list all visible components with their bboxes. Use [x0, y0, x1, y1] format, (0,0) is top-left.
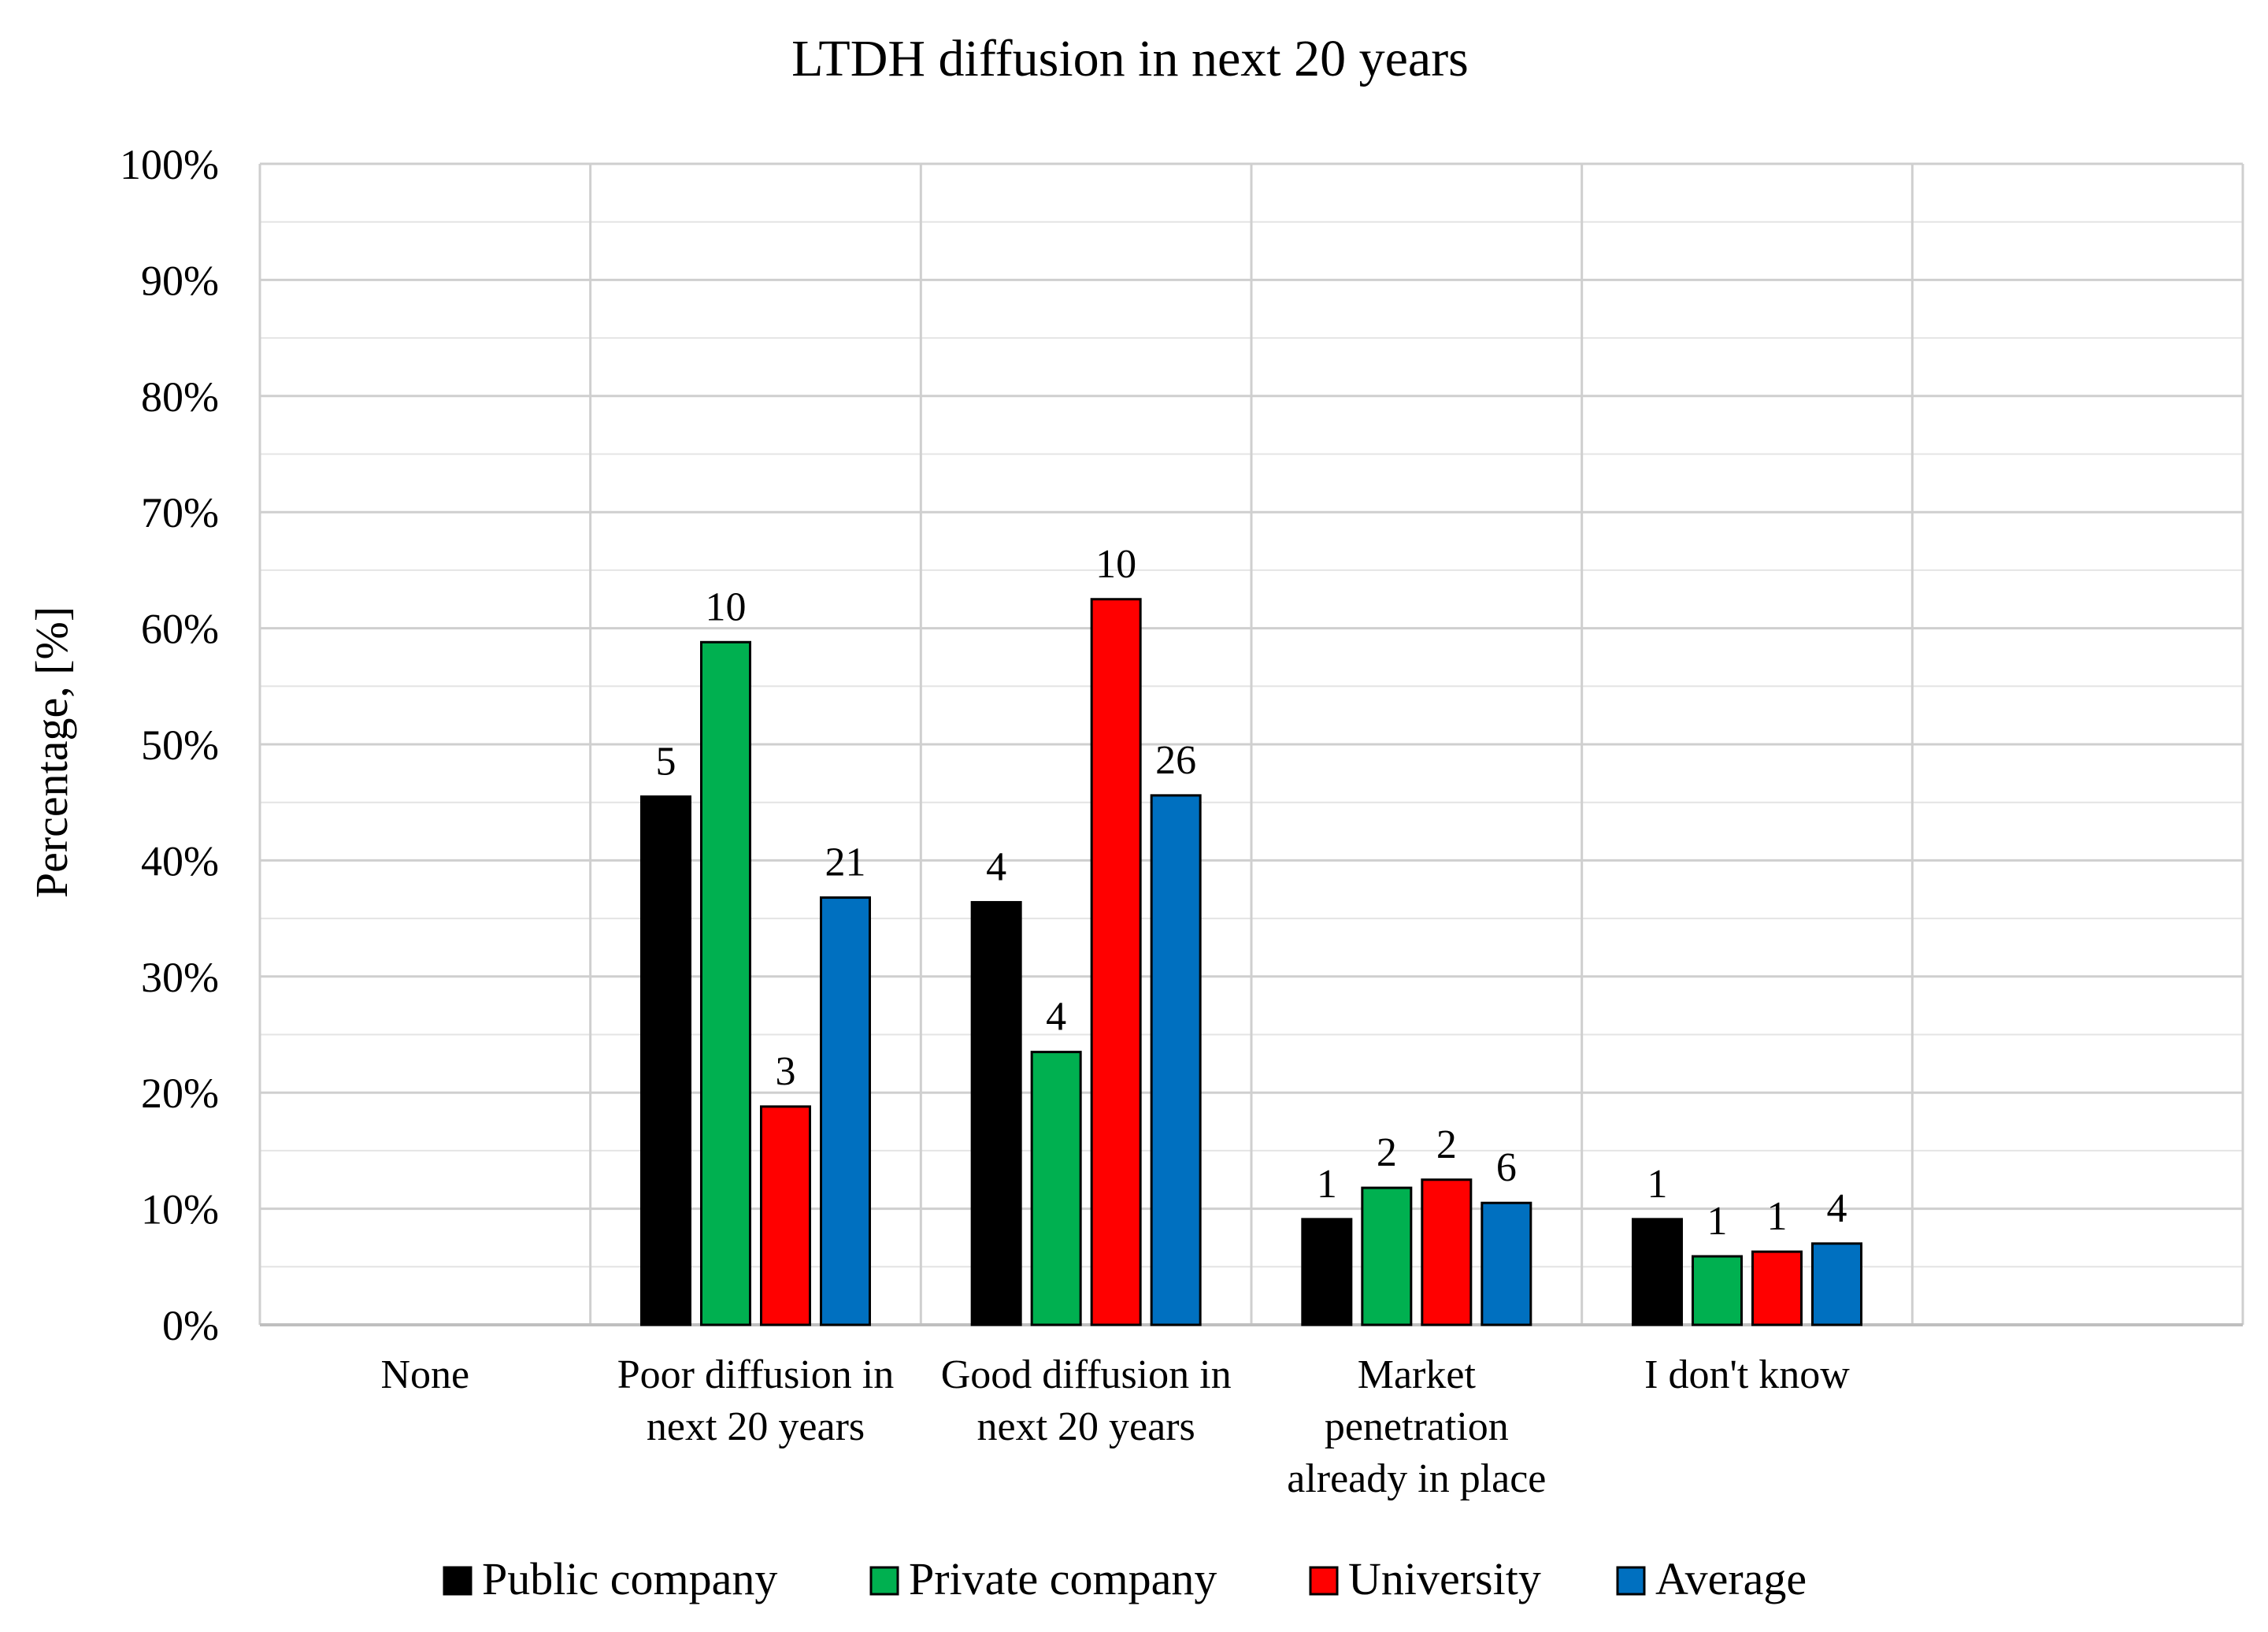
bar: [1632, 1218, 1683, 1326]
chart-title: LTDH diffusion in next 20 years: [791, 30, 1469, 87]
x-tick-label: None: [381, 1352, 470, 1397]
data-label: 4: [1827, 1186, 1847, 1231]
bar: [820, 896, 871, 1326]
legend-swatch: [1309, 1566, 1339, 1596]
bar: [1692, 1255, 1743, 1326]
x-tick-label: Market: [1358, 1352, 1477, 1397]
x-tick-label: penetration: [1325, 1404, 1509, 1449]
bar: [1150, 794, 1202, 1326]
bar: [640, 795, 691, 1326]
data-label: 1: [1707, 1199, 1728, 1244]
bar: [1480, 1201, 1532, 1326]
y-tick-label: 80%: [141, 373, 219, 421]
bar: [1301, 1218, 1353, 1326]
legend-label: Private company: [909, 1553, 1217, 1604]
y-tick-label: 20%: [141, 1070, 219, 1117]
legend-swatch: [443, 1566, 472, 1596]
legend-label: Public company: [482, 1553, 777, 1604]
y-tick-label: 70%: [141, 489, 219, 536]
bar: [1030, 1051, 1082, 1326]
bar: [1421, 1178, 1473, 1326]
data-label: 3: [776, 1049, 796, 1094]
bar: [970, 900, 1022, 1326]
bar: [700, 640, 751, 1326]
y-tick-label: 0%: [162, 1302, 219, 1349]
data-label: 10: [1095, 542, 1136, 587]
bar: [1811, 1242, 1862, 1326]
x-tick-label: I don't know: [1644, 1352, 1850, 1397]
x-tick-label: Poor diffusion in: [617, 1352, 895, 1397]
data-label: 4: [986, 844, 1006, 889]
y-tick-label: 100%: [120, 141, 219, 188]
bar: [1751, 1250, 1803, 1326]
bar: [1090, 598, 1142, 1326]
data-label: 4: [1046, 995, 1066, 1040]
data-label: 5: [656, 739, 676, 784]
y-axis-label: Percentage, [%]: [26, 606, 77, 898]
legend-label: University: [1348, 1553, 1541, 1604]
x-tick-label: next 20 years: [977, 1404, 1195, 1449]
x-tick-label: already in place: [1287, 1456, 1546, 1501]
data-label: 6: [1496, 1145, 1517, 1190]
y-tick-label: 40%: [141, 837, 219, 885]
text-layer: LTDH diffusion in next 20 years 0% 10% 20% 3…: [26, 30, 1850, 1501]
x-tick-label: next 20 years: [647, 1404, 865, 1449]
legend-label: Average: [1655, 1553, 1807, 1604]
y-tick-label: 90%: [141, 257, 219, 304]
data-label: 10: [706, 584, 747, 629]
y-tick-label: 10%: [141, 1186, 219, 1233]
legend: Public company Private company University A…: [443, 1553, 1807, 1604]
y-tick-label: 60%: [141, 606, 219, 653]
data-label: 1: [1647, 1162, 1668, 1207]
bar: [1361, 1186, 1413, 1326]
data-label: 1: [1767, 1194, 1788, 1239]
data-label: 1: [1317, 1162, 1337, 1207]
data-label: 26: [1155, 738, 1196, 783]
bar-layer: [640, 598, 1862, 1326]
legend-swatch: [869, 1566, 899, 1596]
data-label: 21: [825, 840, 866, 885]
y-tick-label: 30%: [141, 954, 219, 1001]
legend-swatch: [1616, 1566, 1646, 1596]
bar: [760, 1105, 811, 1326]
y-tick-label: 50%: [141, 721, 219, 769]
data-label: 2: [1436, 1122, 1457, 1167]
grid-layer: [258, 162, 2244, 1326]
x-tick-label: Good diffusion in: [941, 1352, 1232, 1397]
data-label: 2: [1377, 1130, 1397, 1175]
